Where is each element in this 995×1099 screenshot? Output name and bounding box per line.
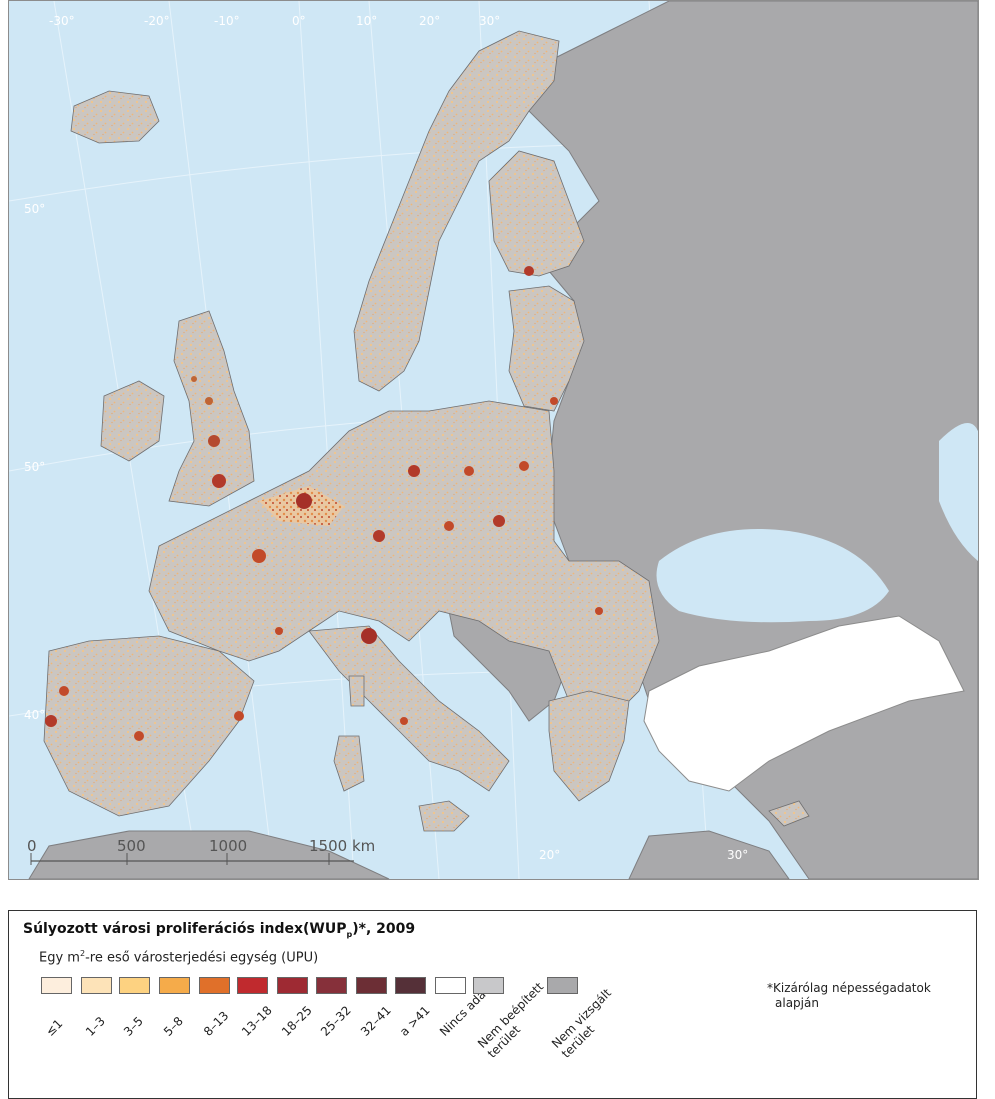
legend-label: 18–25: [279, 1003, 315, 1039]
legend-label: 1–3: [83, 1013, 108, 1039]
legend-label: 8–13: [201, 1008, 232, 1039]
legend-subtitle: Egy m2-re eső városterjedési egység (UPU…: [39, 949, 319, 966]
legend-label: Nem vizsgált terület: [549, 985, 614, 1061]
legend-label: 3–5: [121, 1013, 146, 1039]
legend-swatch: [547, 977, 578, 994]
svg-text:-10°: -10°: [214, 14, 240, 28]
legend-note: *Kizárólag népességadatok alapján: [767, 981, 931, 1010]
legend-swatch: [316, 977, 347, 994]
legend-swatch: [237, 977, 268, 994]
legend-swatch: [435, 977, 466, 994]
svg-text:20°: 20°: [539, 848, 560, 862]
turkey-no-data: [643, 615, 965, 792]
legend-swatch: [199, 977, 230, 994]
svg-text:30°: 30°: [479, 14, 500, 28]
legend-title: Súlyozott városi proliferációs index(WUP…: [23, 921, 416, 939]
svg-text:-20°: -20°: [144, 14, 170, 28]
map: -30° -20° -10° 0° 10° 20° 30° 50° 50° 40…: [8, 0, 979, 880]
scale-label-1000: 1000: [209, 837, 247, 855]
legend-swatch: [395, 977, 426, 994]
legend-swatch: [41, 977, 72, 994]
legend-swatch: [159, 977, 190, 994]
svg-text:50°: 50°: [24, 202, 45, 216]
caspian-sea: [939, 423, 978, 561]
legend-label: 25–32: [318, 1003, 354, 1039]
scale-label-0: 0: [27, 837, 37, 855]
legend-label: 32–41: [358, 1003, 394, 1039]
europe-map: -30° -20° -10° 0° 10° 20° 30° 50° 50° 40…: [9, 1, 978, 879]
svg-text:50°: 50°: [24, 460, 45, 474]
legend-label: 13–18: [239, 1003, 275, 1039]
scale-label-1500: 1500 km: [309, 837, 375, 855]
scale-label-500: 500: [117, 837, 146, 855]
legend-swatch: [81, 977, 112, 994]
svg-text:0°: 0°: [292, 14, 306, 28]
legend-swatch: [473, 977, 504, 994]
black-sea: [656, 529, 889, 623]
legend-label: a >41: [397, 1003, 433, 1039]
svg-text:20°: 20°: [419, 14, 440, 28]
svg-text:40°: 40°: [24, 708, 45, 722]
legend-swatch: [277, 977, 308, 994]
urban-hotspots: [45, 266, 603, 741]
legend-swatch: [119, 977, 150, 994]
svg-text:-30°: -30°: [49, 14, 75, 28]
legend-label: ≤1: [43, 1016, 66, 1039]
studied-areas: [43, 30, 810, 832]
svg-text:10°: 10°: [356, 14, 377, 28]
svg-text:30°: 30°: [727, 848, 748, 862]
scale-bar: 0 500 1000 1500 km: [27, 837, 375, 865]
legend-label: 5–8: [161, 1013, 186, 1039]
legend: Súlyozott városi proliferációs index(WUP…: [8, 910, 977, 1099]
graticule-labels: -30° -20° -10° 0° 10° 20° 30° 50° 50° 40…: [24, 14, 748, 862]
legend-swatch: [356, 977, 387, 994]
